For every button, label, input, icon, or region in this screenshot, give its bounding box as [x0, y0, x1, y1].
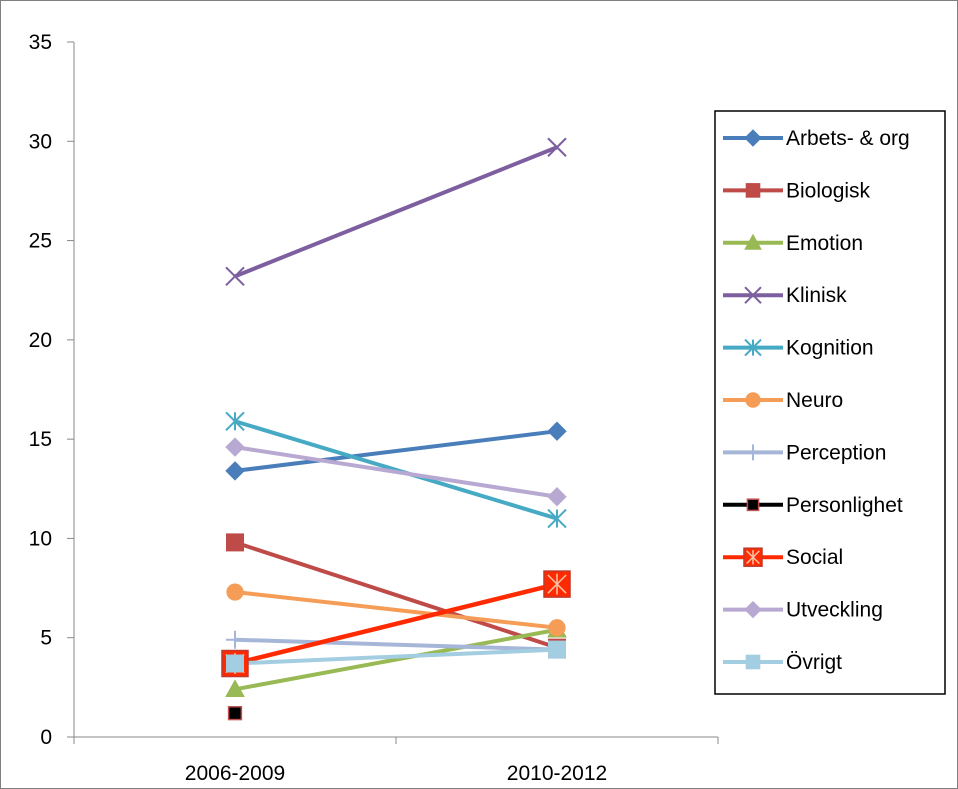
legend-entry: Kognition [723, 337, 874, 360]
legend-marker [743, 547, 763, 567]
marker-square [548, 640, 566, 659]
legend-label: Perception [786, 441, 886, 464]
legend-marker [744, 286, 762, 304]
legend-marker [744, 338, 762, 357]
marker-square [745, 654, 761, 670]
y-tick-label: 25 [29, 230, 52, 253]
series-6-line [234, 637, 558, 652]
legend-label: Neuro [786, 389, 843, 412]
legend-label: Social [786, 546, 843, 569]
y-tick-label: 5 [40, 627, 52, 650]
legend-entry: Arbets- & org [723, 127, 910, 150]
marker-triangle [225, 679, 245, 698]
marker-circle [226, 583, 244, 601]
series-5-point [226, 583, 244, 601]
x-tick-label: 2010-2012 [507, 762, 607, 785]
x-tick-label: 2006-2009 [185, 762, 285, 785]
series-lines [234, 145, 558, 692]
y-tick-label: 10 [29, 527, 52, 550]
legend-entry: Biologisk [723, 179, 871, 202]
legend-label: Klinisk [786, 284, 847, 307]
legend-entry: Emotion [723, 232, 863, 255]
y-tick-label: 20 [29, 329, 52, 352]
legend-label: Arbets- & org [786, 127, 910, 150]
legend-marker [746, 498, 760, 512]
series-10-point [226, 654, 244, 673]
legend-label: Biologisk [786, 179, 871, 202]
marker-diamond [547, 421, 567, 441]
legend-entry: Social [723, 546, 843, 569]
series-2-point [225, 679, 245, 698]
legend-label: Övrigt [786, 651, 842, 674]
series-0-line [234, 429, 558, 473]
marker-square [227, 706, 243, 721]
marker-square [226, 654, 244, 673]
legend-label: Emotion [786, 232, 863, 255]
series-3-point [547, 137, 567, 157]
marker-circle [548, 619, 566, 637]
legend-marker [744, 233, 762, 250]
y-tick-label: 15 [29, 428, 52, 451]
marker-diamond [744, 129, 762, 147]
legend-label: Personlighet [786, 494, 903, 517]
series-1-line [234, 540, 558, 650]
axes: 0 5 10 15 20 25 30 35 2006-2009 2010-2012 [29, 31, 719, 785]
marker-square [745, 183, 761, 198]
marker-diamond [225, 461, 245, 481]
series-8-point [543, 570, 571, 598]
series-4-point [547, 508, 567, 529]
series-1-point [226, 533, 244, 552]
legend-marker [745, 392, 761, 408]
legend-marker [745, 183, 761, 198]
legend-marker [745, 654, 761, 670]
y-tick-label: 30 [29, 130, 52, 153]
marker-diamond [744, 600, 762, 619]
series-10-line [234, 647, 558, 666]
legend: Arbets- & org Biologisk Emotion Klinisk Kogn… [714, 110, 946, 695]
marker-x-stroke [225, 266, 245, 287]
series-0-point [225, 461, 245, 481]
series-5-point [548, 619, 566, 637]
legend-entry: Utveckling [723, 599, 883, 622]
series-2-line [234, 627, 558, 692]
marker-circle [745, 392, 761, 408]
series-4-point [225, 411, 245, 431]
series-3-point [225, 266, 245, 287]
legend-entry: Övrigt [723, 651, 842, 674]
marker-diamond [547, 487, 567, 507]
legend-marker [744, 129, 762, 147]
series-10-point [548, 640, 566, 659]
series-9-point [547, 487, 567, 507]
marker-square [226, 533, 244, 552]
marker-square [746, 498, 760, 512]
legend-label: Kognition [786, 337, 874, 360]
marker-diamond [225, 437, 245, 457]
series-8-line [234, 581, 558, 666]
marker-triangle [744, 233, 762, 250]
series-9-point [225, 437, 245, 457]
legend-entry: Personlighet [723, 494, 903, 517]
series-5-line [234, 590, 558, 630]
legend-marker [745, 444, 761, 461]
y-tick-label: 0 [40, 726, 52, 749]
series-7-point [227, 706, 243, 721]
series-markers [221, 137, 571, 721]
legend-entry: Klinisk [723, 284, 847, 307]
marker-x-stroke [547, 137, 567, 157]
marker-x-stroke [744, 286, 762, 304]
legend-marker [744, 600, 762, 619]
y-tick-label: 35 [29, 31, 52, 54]
series-6-point [226, 630, 244, 649]
series-9-line [234, 445, 558, 499]
legend-entry: Perception [723, 441, 886, 464]
legend-entry: Neuro [723, 389, 843, 412]
series-3-line [234, 145, 558, 279]
legend-label: Utveckling [786, 599, 883, 622]
series-0-point [547, 421, 567, 441]
